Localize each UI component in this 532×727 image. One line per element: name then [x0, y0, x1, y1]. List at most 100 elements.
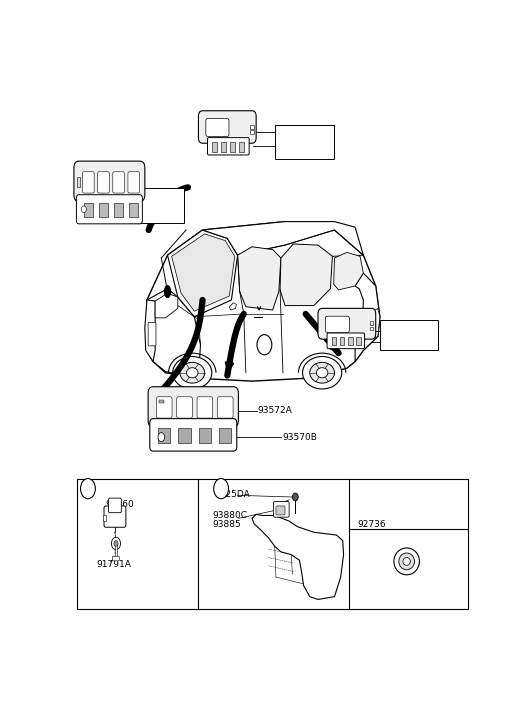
Ellipse shape	[173, 356, 212, 389]
Bar	[130, 188, 184, 222]
Bar	[84, 203, 93, 217]
Polygon shape	[145, 300, 155, 361]
FancyBboxPatch shape	[276, 506, 285, 515]
Bar	[99, 203, 108, 217]
FancyBboxPatch shape	[198, 111, 256, 143]
Circle shape	[214, 478, 229, 499]
Bar	[275, 125, 335, 159]
Text: 93572A: 93572A	[258, 406, 293, 415]
FancyBboxPatch shape	[128, 172, 139, 193]
Bar	[212, 142, 217, 152]
Ellipse shape	[164, 286, 171, 298]
Polygon shape	[155, 293, 178, 318]
Bar	[199, 428, 211, 443]
Ellipse shape	[187, 368, 198, 378]
FancyBboxPatch shape	[150, 419, 237, 451]
FancyBboxPatch shape	[109, 498, 121, 513]
FancyBboxPatch shape	[74, 161, 145, 201]
Text: 92736: 92736	[357, 521, 386, 529]
Bar	[239, 142, 244, 152]
Polygon shape	[168, 230, 238, 317]
FancyBboxPatch shape	[218, 397, 233, 418]
Circle shape	[80, 478, 95, 499]
Polygon shape	[203, 222, 363, 255]
FancyBboxPatch shape	[318, 308, 376, 339]
Polygon shape	[372, 308, 380, 338]
Bar	[77, 479, 469, 609]
FancyBboxPatch shape	[82, 172, 94, 193]
Ellipse shape	[399, 553, 414, 570]
FancyBboxPatch shape	[98, 172, 109, 193]
Circle shape	[81, 206, 86, 212]
Text: a: a	[85, 483, 91, 494]
Circle shape	[111, 537, 121, 550]
FancyBboxPatch shape	[148, 322, 156, 346]
Bar	[114, 203, 123, 217]
Polygon shape	[172, 234, 235, 311]
FancyBboxPatch shape	[206, 119, 229, 137]
Bar	[370, 327, 373, 330]
Circle shape	[257, 334, 272, 355]
FancyBboxPatch shape	[112, 556, 119, 561]
Text: 93880C: 93880C	[213, 511, 248, 520]
Bar	[158, 428, 170, 443]
Polygon shape	[355, 273, 380, 361]
Bar	[370, 321, 373, 324]
FancyBboxPatch shape	[197, 397, 213, 418]
FancyBboxPatch shape	[113, 172, 124, 193]
Circle shape	[158, 433, 164, 441]
FancyBboxPatch shape	[207, 137, 249, 155]
Text: 93885: 93885	[213, 521, 242, 529]
Text: 93577: 93577	[131, 188, 160, 197]
Ellipse shape	[394, 548, 419, 575]
Bar	[348, 337, 353, 345]
Bar	[230, 142, 235, 152]
Polygon shape	[252, 515, 344, 600]
Circle shape	[293, 493, 298, 501]
Bar	[340, 337, 344, 345]
Bar	[77, 177, 80, 187]
Polygon shape	[280, 244, 332, 305]
Ellipse shape	[180, 362, 205, 383]
Bar	[115, 544, 117, 558]
Ellipse shape	[403, 558, 410, 566]
Bar	[380, 320, 437, 350]
Text: 93580L: 93580L	[381, 340, 415, 349]
Text: 91791A: 91791A	[96, 560, 131, 569]
Bar	[250, 125, 254, 129]
Text: 93581B: 93581B	[277, 127, 312, 137]
FancyBboxPatch shape	[148, 387, 238, 427]
Polygon shape	[229, 302, 236, 310]
Text: b: b	[218, 483, 224, 494]
Text: 93560: 93560	[106, 499, 135, 509]
Polygon shape	[334, 252, 363, 290]
Bar	[178, 428, 191, 443]
FancyBboxPatch shape	[177, 397, 193, 418]
Ellipse shape	[303, 356, 342, 389]
Bar	[159, 400, 164, 403]
Text: 93575B: 93575B	[131, 210, 167, 220]
Text: b: b	[202, 398, 209, 409]
Polygon shape	[238, 246, 281, 310]
FancyBboxPatch shape	[273, 502, 289, 517]
Text: 1125DA: 1125DA	[215, 490, 251, 499]
FancyBboxPatch shape	[326, 316, 350, 332]
FancyBboxPatch shape	[77, 195, 143, 224]
Bar	[103, 515, 106, 521]
Text: 93570B: 93570B	[282, 433, 317, 441]
Bar	[356, 337, 361, 345]
Bar	[129, 203, 138, 217]
Bar	[221, 142, 226, 152]
Circle shape	[114, 541, 118, 546]
Ellipse shape	[310, 362, 335, 383]
Text: 93580R: 93580R	[277, 142, 312, 152]
Circle shape	[198, 393, 213, 414]
Ellipse shape	[317, 368, 328, 378]
FancyBboxPatch shape	[156, 397, 172, 418]
Text: a: a	[261, 340, 268, 350]
FancyBboxPatch shape	[104, 506, 126, 527]
Polygon shape	[147, 289, 201, 378]
Bar	[331, 337, 336, 345]
Polygon shape	[147, 222, 380, 381]
FancyBboxPatch shape	[327, 333, 364, 349]
